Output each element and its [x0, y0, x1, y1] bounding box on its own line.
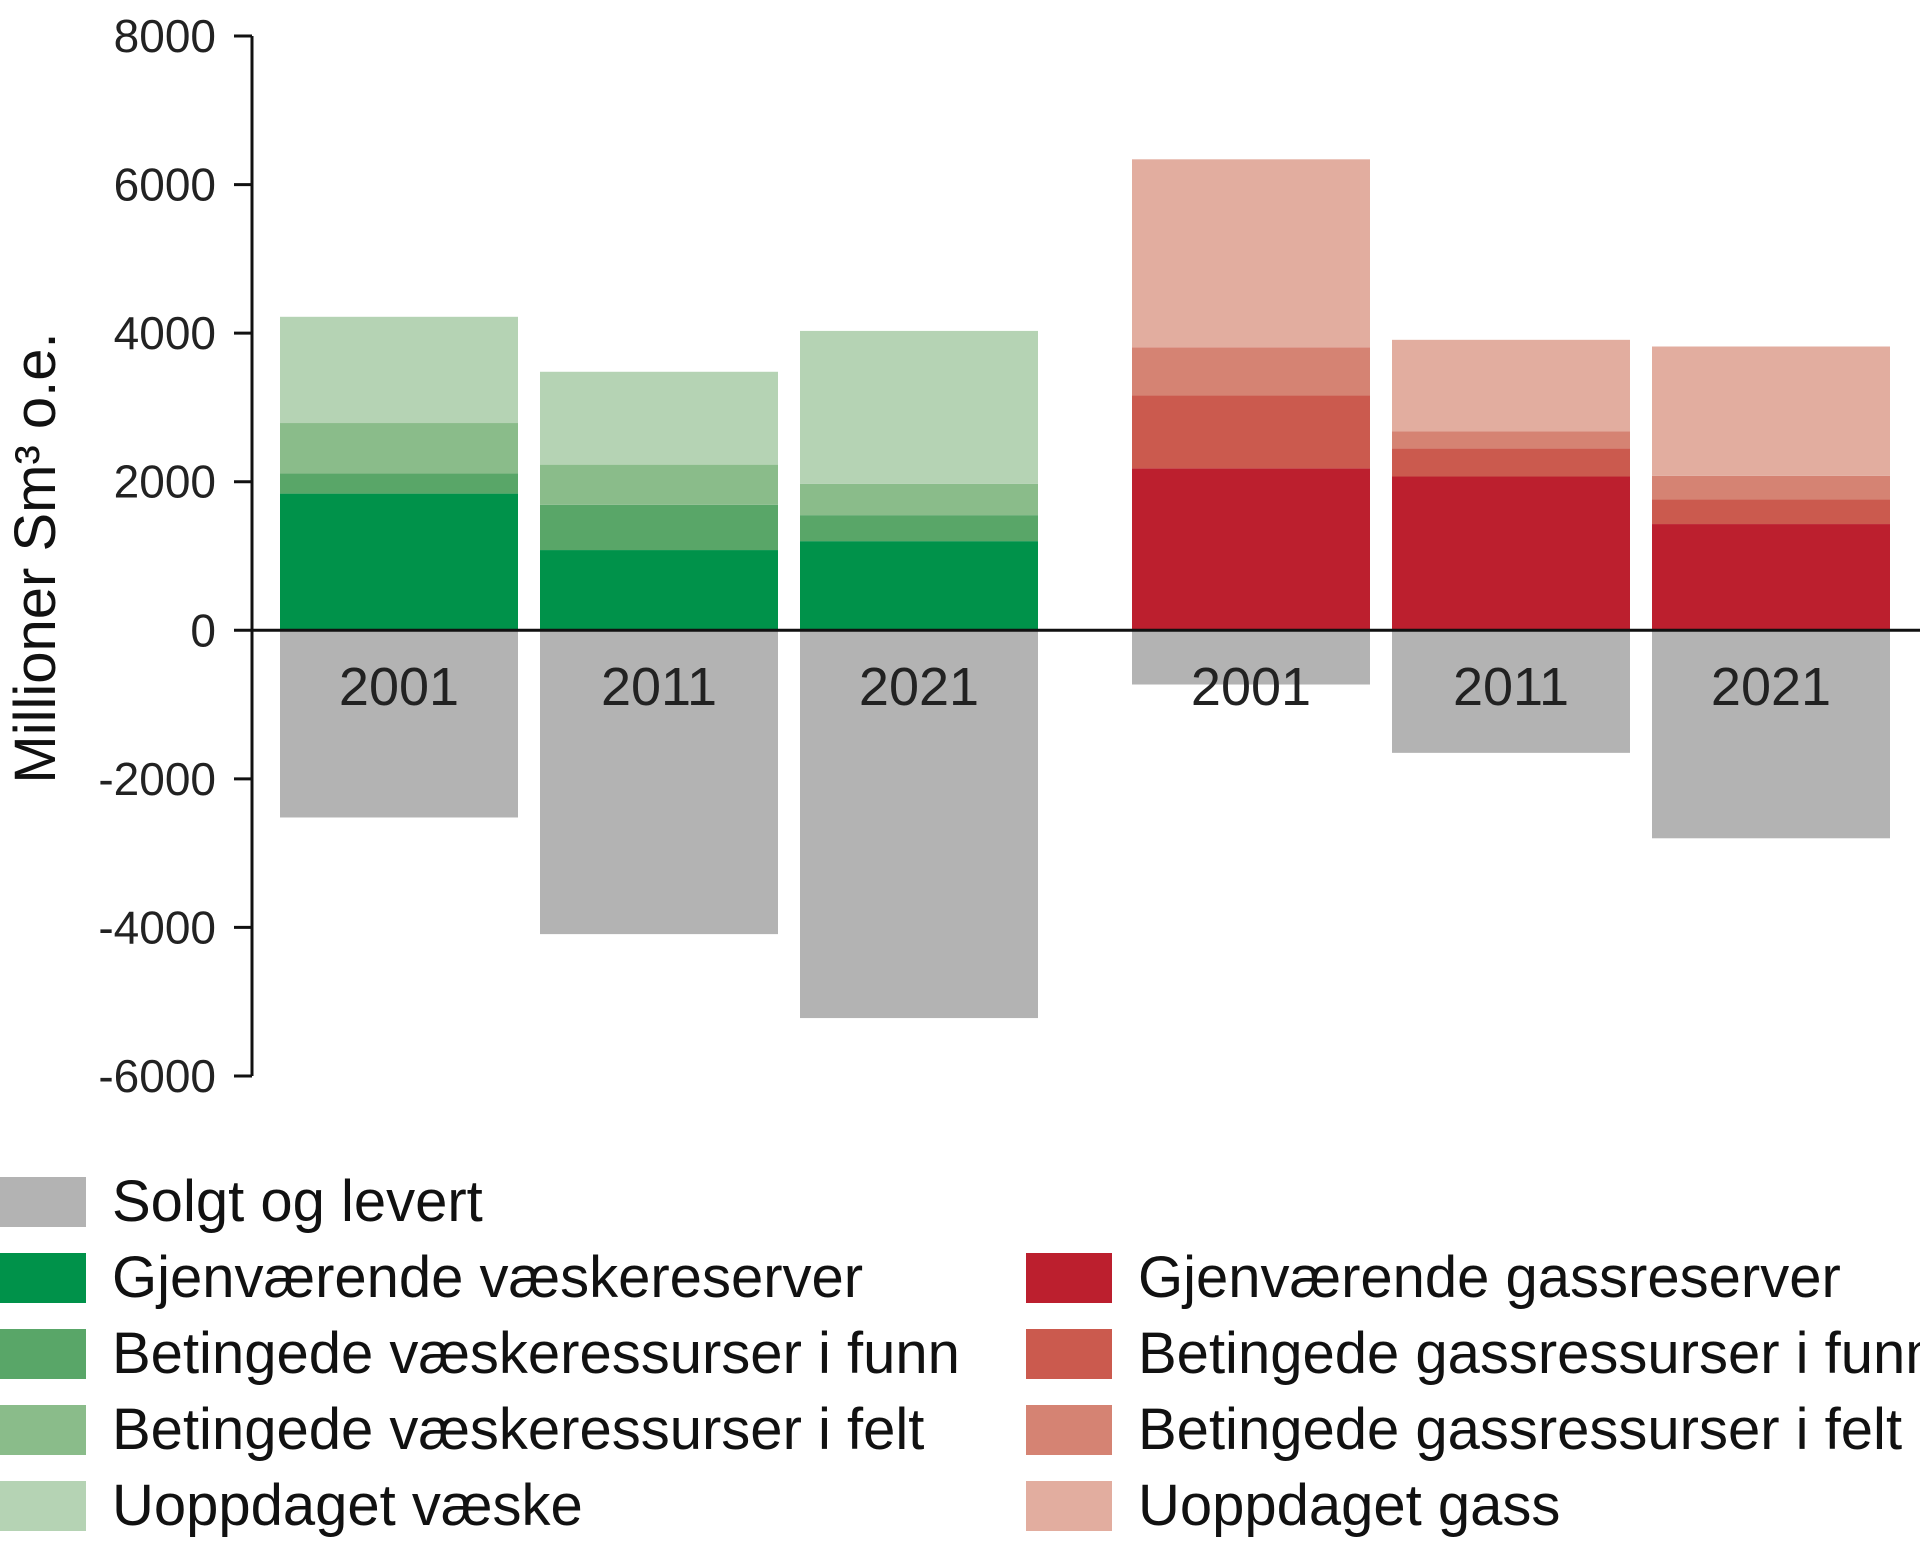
legend-item-right-3: Uoppdaget gass: [1026, 1476, 1560, 1536]
bar-gass_funn-4: [1392, 448, 1630, 477]
bar-vaske_funn-2: [800, 515, 1038, 542]
bar-vaske_uopp-2: [800, 330, 1038, 484]
legend-swatch: [0, 1177, 86, 1227]
bars-layer: [280, 159, 1890, 1019]
legend-swatch: [0, 1329, 86, 1379]
legend-swatch: [0, 1481, 86, 1531]
bar-solgt-4: [1392, 630, 1630, 753]
bar-gass_funn-3: [1132, 395, 1370, 469]
legend-label: Betingede væskeressurser i funn: [112, 1321, 960, 1386]
bar-vaske_felt-2: [800, 483, 1038, 516]
bar-solgt-5: [1652, 630, 1890, 839]
legend-swatch: [0, 1405, 86, 1455]
y-tick-label-4: 0: [190, 604, 216, 656]
axis-layer: [234, 34, 1920, 1078]
year-label-væske-2011: 2011: [601, 657, 717, 717]
legend-item-left-2: Betingede væskeressurser i funn: [0, 1324, 960, 1384]
legend-label: Uoppdaget gass: [1138, 1473, 1561, 1538]
chart-canvas: 8000 6000 4000 2000 0 -2000 -4000 -6000 2001 2011…: [3, 10, 1920, 1102]
legend-swatch: [1026, 1481, 1112, 1531]
year-label-væske-2001: 2001: [339, 657, 459, 717]
bar-solgt-1: [540, 630, 778, 935]
bar-vaske_res-2: [800, 541, 1038, 631]
bar-vaske_felt-0: [280, 423, 518, 474]
legend: Solgt og levert Gjenværende væskereserver…: [0, 1170, 1920, 1542]
bar-vaske_funn-1: [540, 504, 778, 551]
y-tick-label-3: 2000: [114, 456, 216, 508]
year-label-gass-2001: 2001: [1191, 657, 1311, 717]
legend-item-right-2: Betingede gassressurser i felt: [1026, 1400, 1902, 1460]
legend-item-left-3: Betingede væskeressurser i felt: [0, 1400, 924, 1460]
legend-label: Betingede gassressurser i felt: [1138, 1397, 1903, 1462]
bar-solgt-0: [280, 630, 518, 818]
legend-label: Betingede gassressurser i funn: [1138, 1321, 1920, 1386]
y-tick-label-6: -4000: [98, 901, 216, 953]
labels-layer: 8000 6000 4000 2000 0 -2000 -4000 -6000 2001 2011…: [98, 10, 1831, 1102]
y-axis-label: Millioner Sm³ o.e.: [3, 332, 68, 783]
bar-solgt-3: [1132, 630, 1370, 685]
bar-gass_funn-5: [1652, 499, 1890, 525]
bar-vaske_res-1: [540, 550, 778, 631]
y-tick-label-5: -2000: [98, 753, 216, 805]
legend-label: Gjenværende gassreserver: [1138, 1245, 1841, 1310]
legend-swatch: [1026, 1329, 1112, 1379]
legend-label: Uoppdaget væske: [112, 1473, 583, 1538]
bar-vaske_uopp-0: [280, 316, 518, 424]
bar-vaske_uopp-1: [540, 371, 778, 465]
legend-swatch: [0, 1253, 86, 1303]
bar-gass_uopp-3: [1132, 159, 1370, 348]
legend-item-right-1: Betingede gassressurser i funn: [1026, 1324, 1920, 1384]
legend-label: Solgt og levert: [112, 1169, 483, 1234]
y-tick-label-2: 4000: [114, 307, 216, 359]
legend-label: Gjenværende væskereserver: [112, 1245, 864, 1310]
legend-label: Betingede væskeressurser i felt: [112, 1397, 925, 1462]
bar-vaske_felt-1: [540, 464, 778, 505]
bar-gass_felt-3: [1132, 347, 1370, 396]
legend-item-right-0: Gjenværende gassreserver: [1026, 1248, 1841, 1308]
bar-gass_felt-5: [1652, 475, 1890, 500]
bar-vaske_funn-0: [280, 473, 518, 494]
year-label-gass-2021: 2021: [1711, 657, 1831, 717]
bar-gass_felt-4: [1392, 431, 1630, 449]
year-label-gass-2011: 2011: [1453, 657, 1569, 717]
legend-swatch: [1026, 1253, 1112, 1303]
bar-gass_uopp-5: [1652, 346, 1890, 476]
bar-gass_res-5: [1652, 524, 1890, 631]
bar-gass_res-4: [1392, 476, 1630, 631]
bar-solgt-2: [800, 630, 1038, 1019]
year-label-væske-2021: 2021: [859, 657, 979, 717]
bar-vaske_res-0: [280, 493, 518, 631]
bar-gass_uopp-4: [1392, 339, 1630, 432]
y-tick-label-7: -6000: [98, 1050, 216, 1102]
y-tick-label-1: 6000: [114, 159, 216, 211]
legend-item-left-1: Gjenværende væskereserver: [0, 1248, 863, 1308]
y-tick-label-0: 8000: [114, 10, 216, 62]
legend-swatch: [1026, 1405, 1112, 1455]
bar-gass_res-3: [1132, 468, 1370, 631]
legend-item-left-4: Uoppdaget væske: [0, 1476, 583, 1536]
legend-item-left-0: Solgt og levert: [0, 1172, 483, 1232]
